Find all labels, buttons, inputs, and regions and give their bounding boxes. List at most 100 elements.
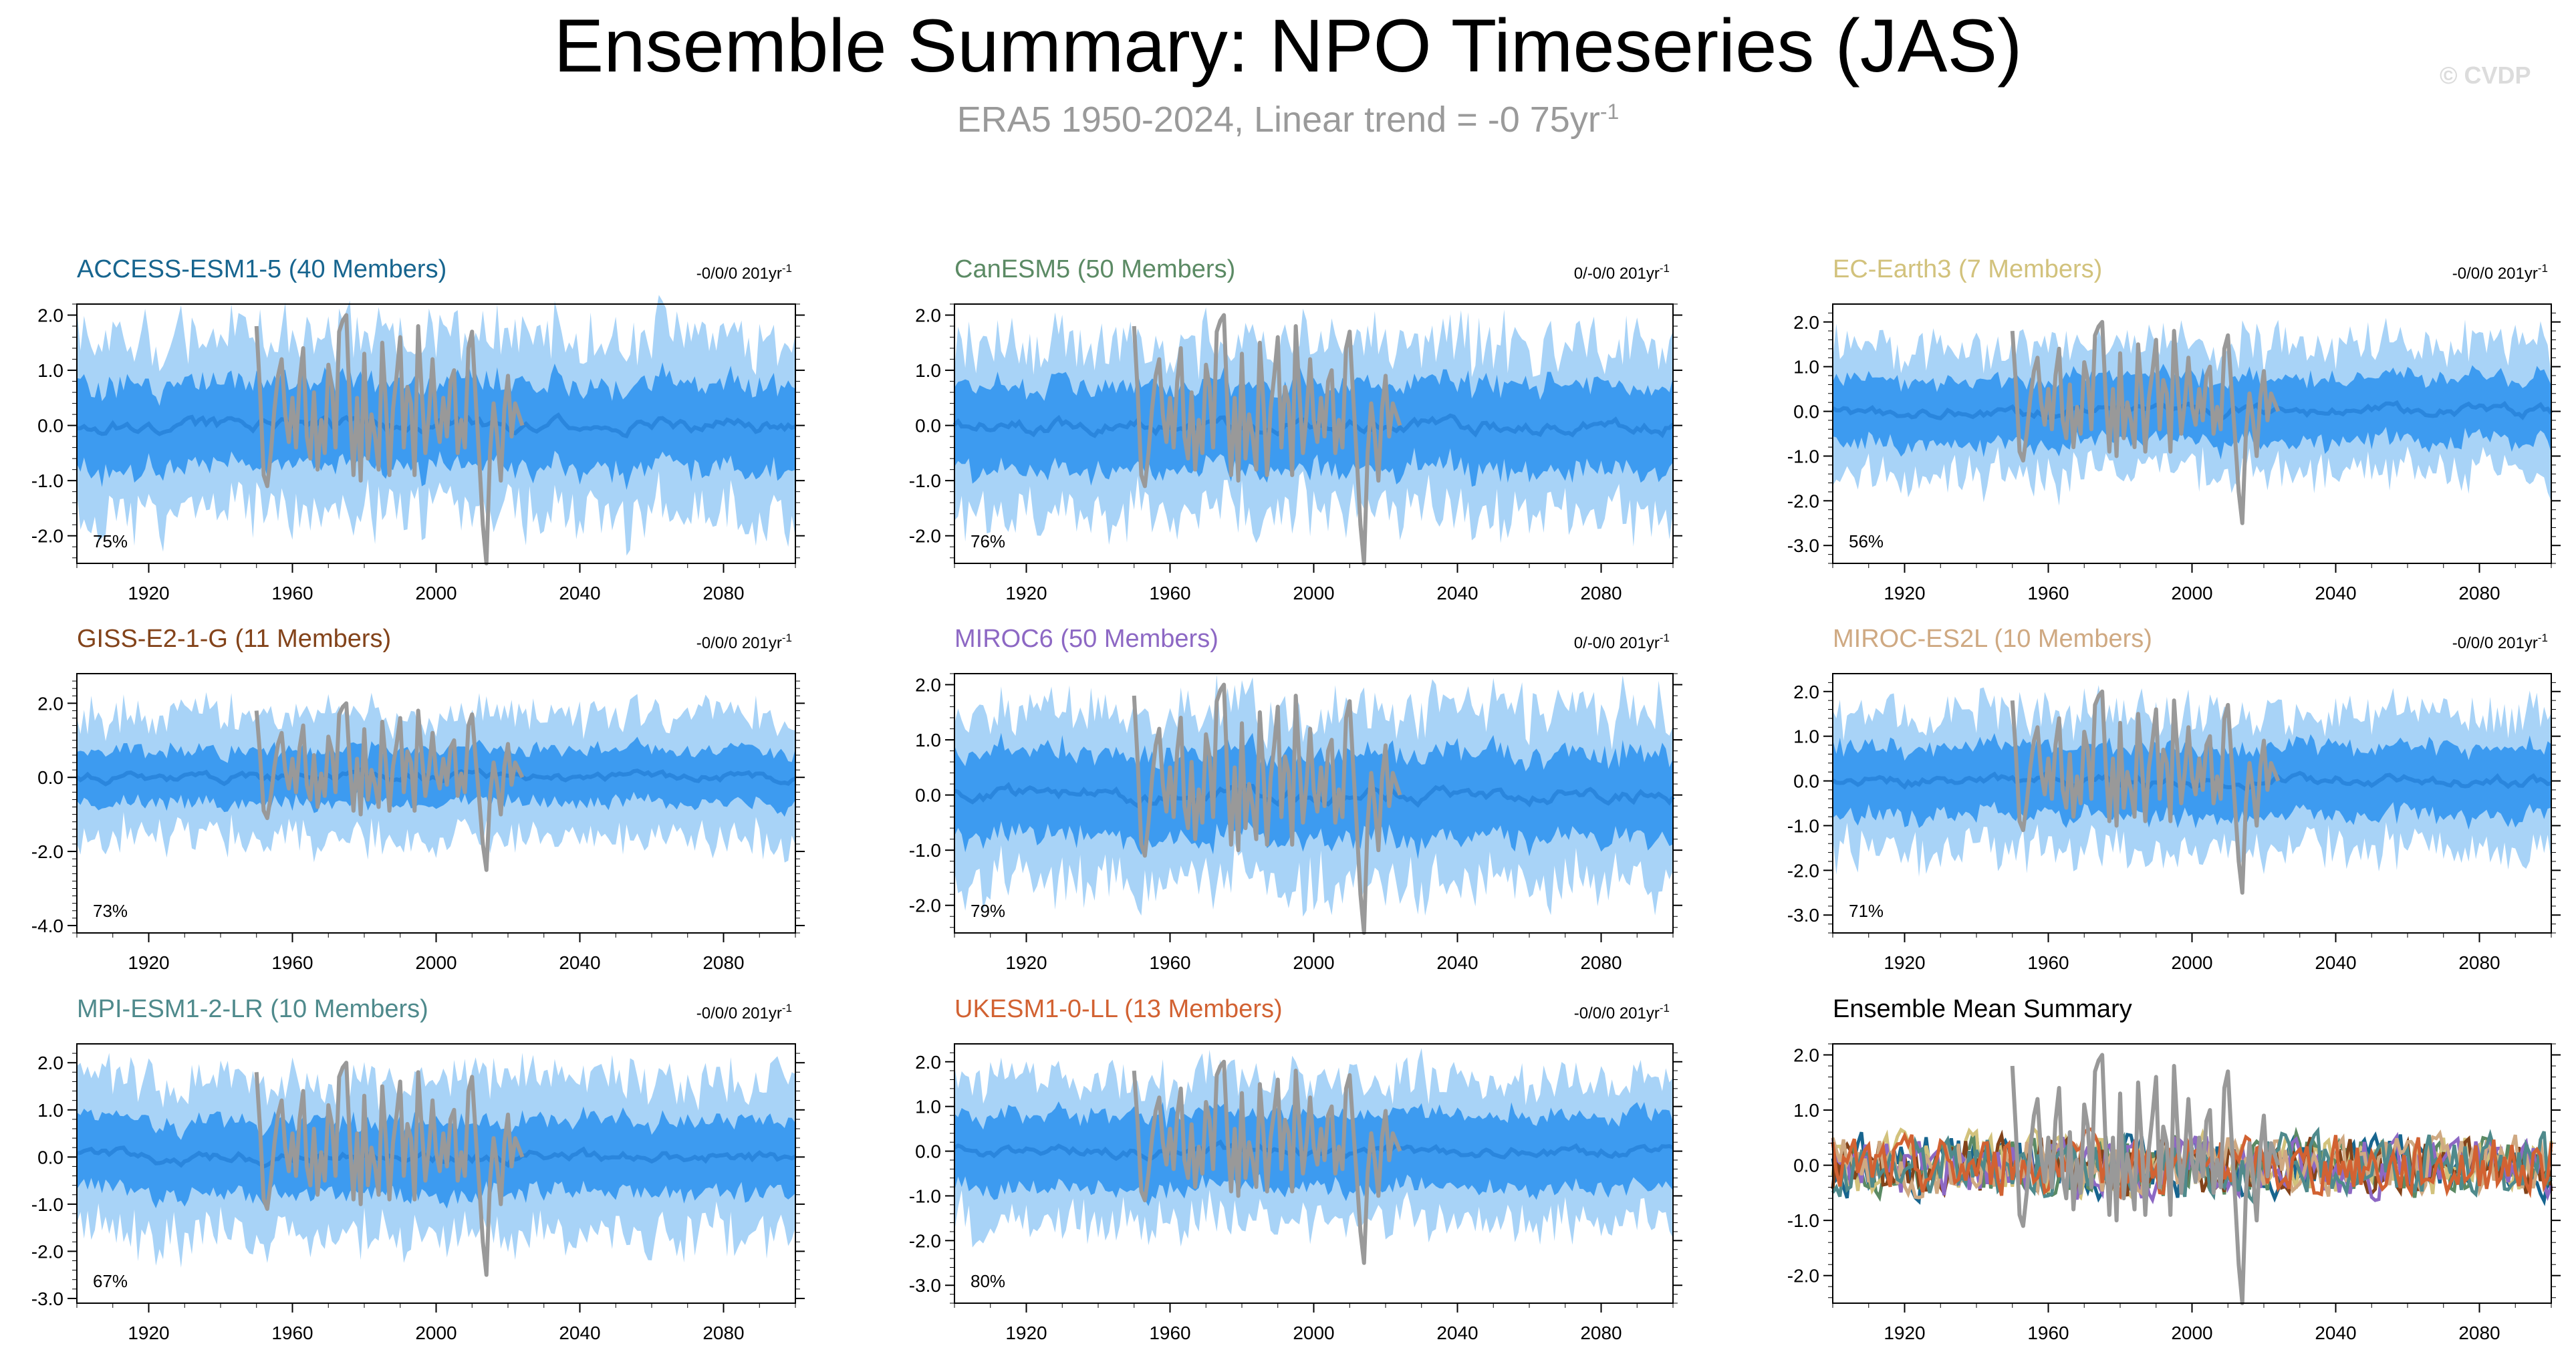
cvdp-watermark: © CVDP — [2440, 61, 2531, 89]
x-tick-label: 1960 — [1149, 952, 1190, 973]
x-tick-label: 2000 — [2171, 583, 2212, 603]
y-tick-label: 2.0 — [1793, 682, 1819, 702]
figure-subtitle: ERA5 1950-2024, Linear trend = -0 75yr-1 — [0, 99, 2576, 140]
observed-line — [254, 701, 525, 872]
y-tick-label: 0.0 — [37, 1147, 63, 1168]
x-tick-label: 2000 — [415, 583, 457, 603]
observed-line — [1132, 1059, 1402, 1265]
x-tick-label: 1960 — [2027, 583, 2069, 603]
subtitle-superscript: -1 — [1599, 100, 1620, 124]
panel-percent: 76% — [971, 531, 1005, 551]
x-tick-label: 2000 — [2171, 952, 2212, 973]
y-tick-label: 1.0 — [915, 730, 941, 750]
x-tick-label: 1920 — [1884, 583, 1925, 603]
chart-panel-7: MPI-ESM1-2-LR (10 Members) -0/0/0 201yr-1… — [31, 995, 805, 1343]
x-tick-label: 2040 — [2315, 1323, 2356, 1343]
y-tick-label: 2.0 — [37, 1053, 63, 1073]
observed-line — [254, 313, 525, 565]
panel-title: MIROC6 (50 Members) — [954, 625, 1218, 653]
y-tick-label: 0.0 — [37, 416, 63, 436]
chart-panel-1: ACCESS-ESM1-5 (40 Members) -0/0/0 201yr-1… — [31, 255, 805, 603]
x-tick-label: 1960 — [2027, 952, 2069, 973]
chart-panel-8: UKESM1-0-LL (13 Members) -0/0/0 201yr-1 2.… — [909, 995, 1682, 1343]
x-tick-label: 2040 — [559, 952, 600, 973]
x-tick-label: 1960 — [271, 1323, 313, 1343]
y-tick-label: -3.0 — [909, 1275, 941, 1296]
observed-line — [254, 1061, 525, 1277]
panel-percent: 67% — [93, 1271, 128, 1291]
panel-percent: 71% — [1849, 901, 1884, 921]
y-tick-label: 2.0 — [37, 693, 63, 714]
observed-line — [1132, 682, 1402, 935]
y-tick-label: 2.0 — [37, 305, 63, 326]
y-tick-label: 2.0 — [915, 675, 941, 696]
y-tick-label: 1.0 — [1793, 726, 1819, 747]
y-tick-label: -1.0 — [1787, 446, 1819, 466]
y-tick-label: -2.0 — [1787, 491, 1819, 511]
panel-trend: 0/-0/0 201yr-1 — [1574, 262, 1670, 283]
y-tick-label: -2.0 — [909, 1230, 941, 1251]
panel-title: EC-Earth3 (7 Members) — [1833, 255, 2102, 283]
x-tick-label: 1920 — [1884, 952, 1925, 973]
panel-percent: 73% — [93, 901, 128, 921]
x-tick-label: 2000 — [2171, 1323, 2212, 1343]
x-tick-label: 2000 — [415, 1323, 457, 1343]
panel-trend: -0/0/0 201yr-1 — [1574, 1002, 1670, 1022]
x-tick-label: 2040 — [1436, 952, 1478, 973]
y-tick-label: 1.0 — [1793, 357, 1819, 378]
x-tick-label: 1920 — [128, 1323, 169, 1343]
y-tick-label: -2.0 — [31, 841, 63, 862]
y-tick-label: -2.0 — [1787, 1266, 1819, 1286]
y-tick-label: -3.0 — [1787, 905, 1819, 926]
panel-title: UKESM1-0-LL (13 Members) — [954, 995, 1283, 1023]
panel-trend: -0/0/0 201yr-1 — [2452, 632, 2548, 652]
x-tick-label: 1920 — [128, 952, 169, 973]
x-tick-label: 1920 — [1005, 952, 1047, 973]
y-tick-label: 1.0 — [37, 360, 63, 381]
x-tick-label: 1960 — [271, 952, 313, 973]
x-tick-label: 2080 — [702, 583, 744, 603]
y-tick-label: 0.0 — [1793, 1155, 1819, 1176]
panel-trend: 0/-0/0 201yr-1 — [1574, 632, 1670, 652]
x-tick-label: 1920 — [128, 583, 169, 603]
x-tick-label: 1920 — [1005, 583, 1047, 603]
x-tick-label: 2000 — [1293, 952, 1334, 973]
y-tick-label: -2.0 — [1787, 860, 1819, 881]
chart-panel-5: MIROC6 (50 Members) 0/-0/0 201yr-1 2.0 1.0 0… — [909, 625, 1682, 973]
chart-panel-3: EC-Earth3 (7 Members) -0/0/0 201yr-1 2.0 1.… — [1787, 255, 2561, 603]
x-tick-label: 2080 — [702, 1323, 744, 1343]
y-tick-label: 1.0 — [915, 360, 941, 381]
y-tick-label: -1.0 — [909, 840, 941, 861]
x-tick-label: 2080 — [1580, 1323, 1622, 1343]
y-tick-label: 0.0 — [915, 416, 941, 436]
y-tick-label: 2.0 — [1793, 1045, 1819, 1066]
panel-percent: 56% — [1849, 531, 1884, 551]
panel-percent: 75% — [93, 531, 128, 551]
y-tick-label: 0.0 — [1793, 402, 1819, 422]
panel-title: MIROC-ES2L (10 Members) — [1833, 625, 2152, 653]
panel-title: GISS-E2-1-G (11 Members) — [77, 625, 391, 653]
panel-title: CanESM5 (50 Members) — [954, 255, 1235, 283]
x-tick-label: 1960 — [1149, 583, 1190, 603]
y-tick-label: 2.0 — [915, 1052, 941, 1073]
observed-line — [1132, 313, 1402, 565]
y-tick-label: -4.0 — [31, 916, 63, 936]
y-tick-label: 0.0 — [1793, 771, 1819, 792]
chart-panel-2: CanESM5 (50 Members) 0/-0/0 201yr-1 2.0 1.0… — [909, 255, 1682, 603]
y-tick-label: 1.0 — [1793, 1100, 1819, 1121]
y-tick-label: -2.0 — [31, 1241, 63, 1262]
y-tick-label: 0.0 — [37, 767, 63, 788]
observed-line — [2010, 319, 2281, 525]
x-tick-label: 2040 — [1436, 583, 1478, 603]
x-tick-label: 2000 — [1293, 1323, 1334, 1343]
y-tick-label: 2.0 — [915, 305, 941, 326]
panel-trend: -0/0/0 201yr-1 — [696, 262, 792, 283]
x-tick-label: 1960 — [1149, 1323, 1190, 1343]
panel-title: ACCESS-ESM1-5 (40 Members) — [77, 255, 446, 283]
panel-trend: -0/0/0 201yr-1 — [696, 1002, 792, 1022]
panel-title: Ensemble Mean Summary — [1833, 995, 2132, 1023]
panel-trend: -0/0/0 201yr-1 — [2452, 262, 2548, 283]
y-tick-label: -3.0 — [31, 1288, 63, 1309]
y-tick-label: 0.0 — [915, 1141, 941, 1162]
